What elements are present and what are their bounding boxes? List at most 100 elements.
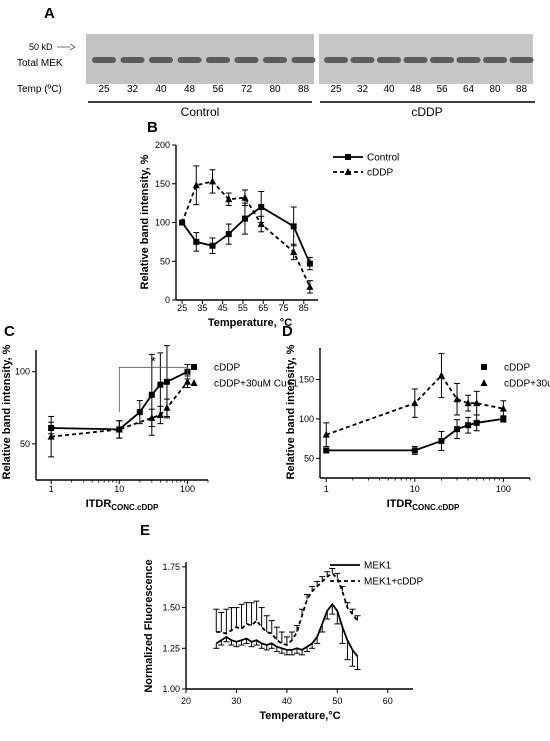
data-point-triangle xyxy=(47,432,55,440)
temps-cddp: 25 32 40 48 56 64 80 88 xyxy=(330,84,527,95)
legend-marker-triangle xyxy=(190,379,198,386)
data-point-square xyxy=(209,242,216,249)
data-point-square xyxy=(473,419,480,426)
blot-band xyxy=(403,57,428,63)
temp-tick-label: 32 xyxy=(357,84,369,95)
data-point-square xyxy=(411,447,418,454)
data-point-triangle xyxy=(183,377,191,385)
data-point-triangle xyxy=(156,411,164,418)
legend-marker-square xyxy=(345,154,351,160)
x-tick-label: 100 xyxy=(180,484,195,494)
temp-tick-label: 25 xyxy=(330,84,342,95)
data-point-square xyxy=(454,426,461,433)
temp-tick-label: 48 xyxy=(410,84,422,95)
temp-tick-label: 88 xyxy=(516,84,528,95)
temp-tick-label: 64 xyxy=(463,84,475,95)
data-point-triangle xyxy=(322,430,330,438)
group-label-cddp: cDDP xyxy=(411,105,442,119)
temp-tick-label: 40 xyxy=(383,84,395,95)
blot-band xyxy=(456,57,481,63)
y-tick-label: 150 xyxy=(299,375,314,385)
y-tick-label: 50 xyxy=(160,256,170,266)
data-point-triangle xyxy=(290,247,298,255)
data-point-square xyxy=(290,223,297,230)
data-point-triangle xyxy=(115,425,123,433)
data-point-triangle xyxy=(225,195,233,203)
data-point-triangle xyxy=(192,181,200,189)
panel-e-letter: E xyxy=(140,522,150,539)
y-axis-label: Normalized Fluorescence xyxy=(143,559,155,692)
data-point-triangle xyxy=(148,413,156,421)
panel-a-letter: A xyxy=(44,5,55,22)
temp-tick-label: 80 xyxy=(489,84,501,95)
blot-band xyxy=(509,57,534,63)
bands-cddp xyxy=(324,57,534,63)
data-point-triangle xyxy=(437,371,445,379)
data-point-triangle xyxy=(453,395,461,403)
blot-band xyxy=(177,57,202,63)
x-tick-label: 20 xyxy=(181,696,191,706)
y-tick-label: 100 xyxy=(155,218,170,228)
data-point-square xyxy=(157,381,164,388)
legend-label: cDDP xyxy=(504,363,530,374)
x-tick-label: 1 xyxy=(324,484,329,494)
temp-tick-label: 72 xyxy=(241,84,253,95)
blot-band xyxy=(120,57,145,63)
blot-band xyxy=(377,57,401,63)
x-axis-label-sub: CONC.cDDP xyxy=(412,503,460,512)
y-tick-label: 1.75 xyxy=(162,562,180,572)
legend-label: MEK1+cDDP xyxy=(364,577,424,588)
x-axis-label: ITDRCONC.cDDP xyxy=(387,498,460,512)
data-point-triangle xyxy=(499,404,507,412)
data-point-square xyxy=(148,391,155,398)
x-tick-label: 100 xyxy=(496,484,511,494)
y-tick-label: 1.25 xyxy=(162,643,180,653)
y-axis-label: Relative band intensity, % xyxy=(139,154,151,289)
temp-tick-label: 40 xyxy=(155,84,167,95)
data-point-triangle xyxy=(209,177,217,185)
x-axis-label-main: Temperature, °C xyxy=(208,317,292,329)
y-tick-label: 150 xyxy=(155,179,170,189)
legend-marker-triangle xyxy=(480,379,488,386)
blot-band xyxy=(234,57,259,63)
panel-a: A 50 kD Total MEK Temp (ºC) 25 32 40 48 56 72… xyxy=(17,5,535,119)
x-axis-label: ITDRCONC.cDDP xyxy=(86,498,159,512)
blot-band xyxy=(149,57,173,63)
data-point-square xyxy=(136,409,143,416)
temps-control: 25 32 40 48 56 72 80 88 xyxy=(98,84,309,95)
x-tick-label: 55 xyxy=(238,303,248,313)
y-tick-label: 200 xyxy=(155,140,170,150)
data-point-triangle xyxy=(306,282,314,290)
x-tick-label: 65 xyxy=(258,303,268,313)
x-tick-label: 60 xyxy=(383,696,393,706)
panel-d-letter: D xyxy=(282,323,293,340)
legend-label: MEK1 xyxy=(364,561,392,572)
temp-tick-label: 56 xyxy=(212,84,224,95)
series-line xyxy=(181,180,311,288)
y-tick-label: 1.50 xyxy=(162,603,180,613)
data-point-triangle xyxy=(257,220,265,228)
data-point-square xyxy=(306,260,313,267)
data-point-square xyxy=(241,215,248,222)
legend-label: cDDP+30uM Cu+2 xyxy=(504,379,550,390)
data-point-triangle xyxy=(464,399,472,407)
blot-band xyxy=(324,57,348,63)
legend-label: cDDP xyxy=(214,363,240,374)
legend-label: cDDP xyxy=(367,168,393,179)
x-axis-label-main: Temperature,°C xyxy=(259,710,340,722)
chart-c: 1 10 100 50 100 ITDRCONC.cDDP Relative band in… xyxy=(1,344,298,512)
data-point-square xyxy=(163,378,170,385)
marker-arrowhead xyxy=(69,43,76,51)
x-axis-label: Temperature,°C xyxy=(259,710,340,722)
x-tick-label: 40 xyxy=(282,696,292,706)
blot-band xyxy=(483,57,507,63)
blot-band xyxy=(291,57,316,63)
data-point-square xyxy=(258,204,265,210)
series-line xyxy=(215,602,359,657)
significance-star: * xyxy=(151,354,156,368)
y-axis-label: Relative band intensity, % xyxy=(285,344,297,479)
temp-tick-label: 80 xyxy=(269,84,281,95)
y-tick-label: 100 xyxy=(15,367,30,377)
x-axis-label-main: ITDR xyxy=(387,498,413,510)
